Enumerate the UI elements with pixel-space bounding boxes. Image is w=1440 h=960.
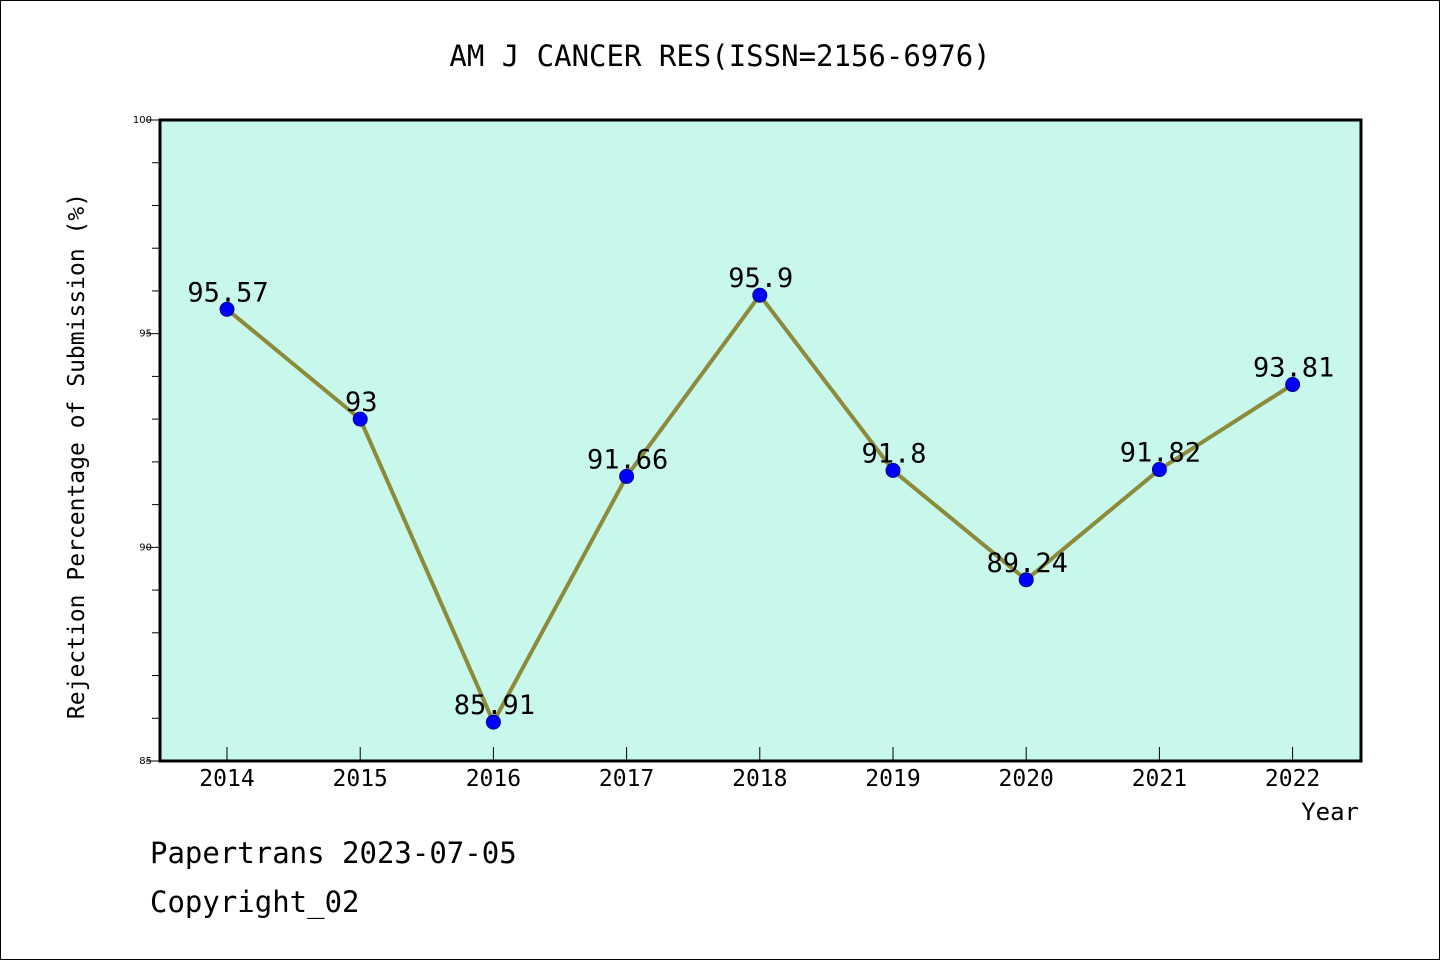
data-label: 91.66	[587, 444, 668, 475]
x-tick-label: 2018	[732, 766, 787, 792]
x-tick-label: 2017	[599, 766, 654, 792]
x-tick-label: 2019	[865, 766, 920, 792]
x-tick-label: 2021	[1132, 766, 1187, 792]
data-label: 89.24	[987, 548, 1068, 579]
data-point	[619, 468, 635, 484]
data-labels: 95.57 93 85.91 91.66 95.9 91.8 89.24 91.82 93.81	[187, 263, 1334, 721]
plot-border	[158, 118, 1363, 763]
x-tick-label: 2022	[1265, 766, 1320, 792]
data-label: 91.8	[861, 438, 926, 469]
y-tick-label: 90	[139, 542, 152, 553]
x-axis-label: Year	[1301, 798, 1359, 826]
data-label: 95.57	[187, 277, 268, 308]
data-point	[1018, 572, 1034, 588]
data-label: 85.91	[454, 690, 535, 721]
x-tick-label: 2020	[999, 766, 1054, 792]
footer-source: Papertrans 2023-07-05	[150, 836, 517, 870]
data-point	[1151, 462, 1167, 478]
chart-title: AM J CANCER RES(ISSN=2156-6976)	[449, 39, 990, 73]
y-tick-label: 100	[133, 115, 152, 126]
plot-area	[160, 120, 1361, 761]
x-tick-label: 2016	[466, 766, 521, 792]
y-tick-label: 95	[139, 329, 152, 340]
data-label: 93.81	[1253, 353, 1334, 384]
x-tick-labels: 2014 2015 2016 2017 2018 2019 2020 2021 2022	[199, 766, 1320, 792]
y-tick-label: 85	[139, 756, 152, 767]
data-point	[885, 462, 901, 478]
data-point	[352, 411, 368, 427]
data-label: 95.9	[728, 263, 793, 294]
data-point	[219, 301, 235, 317]
data-point	[1285, 377, 1301, 393]
y-tick-labels: 85 90 95 100	[133, 115, 152, 767]
series-markers	[219, 287, 1301, 730]
data-point	[752, 287, 768, 303]
data-point	[485, 714, 501, 730]
x-tick-label: 2015	[333, 766, 388, 792]
data-label: 93	[345, 387, 378, 418]
y-axis-label: Rejection Percentage of Submission (%)	[64, 193, 90, 719]
data-label: 91.82	[1120, 438, 1201, 469]
footer-copyright: Copyright_02	[150, 885, 360, 919]
x-tick-label: 2014	[199, 766, 254, 792]
